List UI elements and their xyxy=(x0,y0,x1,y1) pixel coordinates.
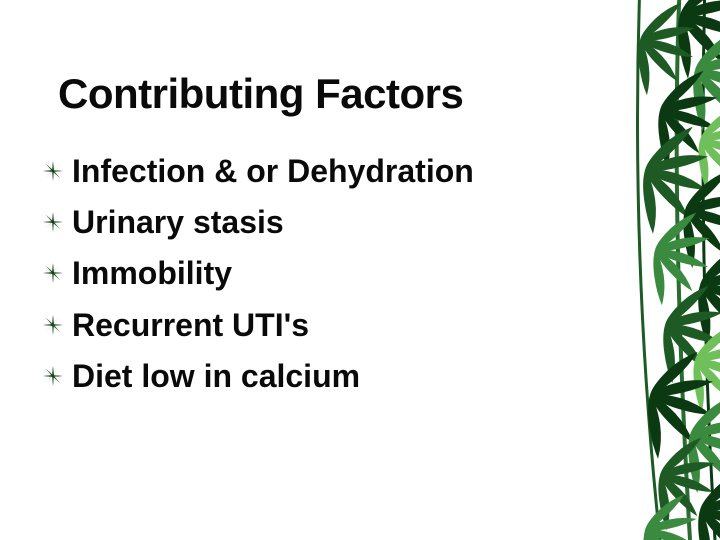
bamboo-decoration xyxy=(530,0,720,540)
starburst-icon xyxy=(40,312,66,338)
bullet-text: Urinary stasis xyxy=(72,201,284,244)
bullet-text: Infection & or Dehydration xyxy=(72,150,474,193)
starburst-icon xyxy=(40,363,66,389)
bullet-item: Diet low in calcium xyxy=(40,355,560,398)
bullet-list: Infection & or Dehydration Urinary stasi… xyxy=(40,150,560,406)
bullet-text: Diet low in calcium xyxy=(72,355,360,398)
bullet-text: Immobility xyxy=(72,252,232,295)
bullet-item: Immobility xyxy=(40,252,560,295)
starburst-icon xyxy=(40,260,66,286)
bullet-text: Recurrent UTI's xyxy=(72,304,309,347)
starburst-icon xyxy=(40,209,66,235)
slide: Contributing Factors Infection & or Dehy… xyxy=(0,0,720,540)
bullet-item: Urinary stasis xyxy=(40,201,560,244)
bullet-item: Infection & or Dehydration xyxy=(40,150,560,193)
bullet-item: Recurrent UTI's xyxy=(40,304,560,347)
starburst-icon xyxy=(40,158,66,184)
slide-title: Contributing Factors xyxy=(58,70,463,118)
